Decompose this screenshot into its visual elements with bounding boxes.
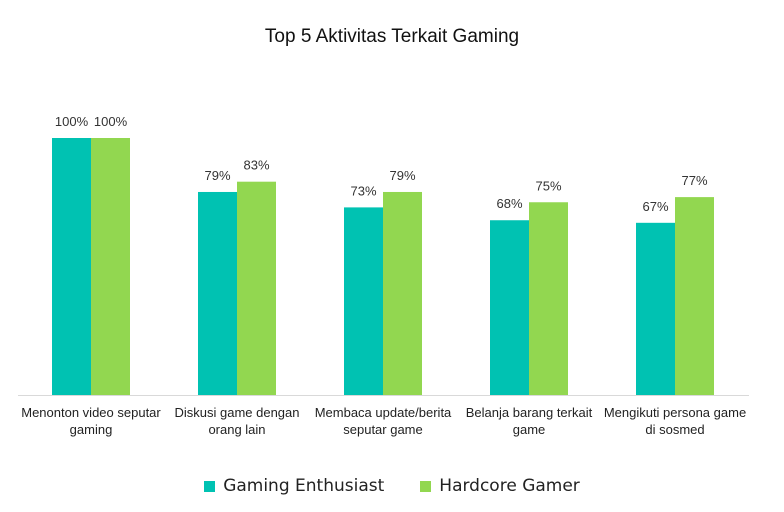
bar-gaming-enthusiast-3 (490, 220, 529, 395)
category-label-line: Mengikuti persona game (603, 405, 747, 420)
category-label-line: game (512, 422, 546, 437)
data-label: 100% (55, 114, 89, 129)
category-label: Menonton video seputar gaming (16, 404, 166, 438)
bar-gaming-enthusiast-2 (344, 207, 383, 395)
category-label-line: seputar game (343, 422, 423, 437)
bar-hardcore-gamer-1 (237, 181, 276, 395)
legend-item-hardcore-gamer: Hardcore Gamer (420, 476, 580, 496)
data-label: 68% (496, 196, 522, 211)
category-label-line: Membaca update/berita (314, 405, 452, 420)
legend-swatch (420, 480, 432, 492)
category-label-line: di sosmed (645, 422, 705, 437)
legend-label: Hardcore Gamer (439, 476, 580, 496)
category-label-line: orang lain (208, 422, 266, 437)
legend: Gaming Enthusiast Hardcore Gamer (0, 476, 784, 496)
data-label: 83% (243, 158, 269, 173)
category-label-line: Belanja barang terkait (465, 405, 593, 420)
category-label-line: Diskusi game dengan (174, 405, 300, 420)
bar-gaming-enthusiast-1 (198, 191, 237, 395)
data-label: 100% (94, 114, 128, 129)
data-label: 73% (350, 183, 376, 198)
category-label: Mengikuti persona game di sosmed (600, 404, 750, 438)
data-label: 79% (389, 168, 415, 183)
data-label: 67% (642, 199, 668, 214)
chart-title: Top 5 Aktivitas Terkait Gaming (264, 26, 520, 47)
bar-hardcore-gamer-3 (529, 202, 568, 395)
legend-label: Gaming Enthusiast (223, 476, 385, 496)
legend-swatch (204, 480, 216, 492)
category-label-line: gaming (69, 422, 113, 437)
category-label: Membaca update/berita seputar game (308, 404, 458, 438)
bar-hardcore-gamer-4 (675, 197, 714, 395)
legend-item-gaming-enthusiast: Gaming Enthusiast (204, 476, 384, 496)
category-label: Belanja barang terkait game (454, 404, 604, 438)
category-label: Diskusi game dengan orang lain (162, 404, 312, 438)
bar-gaming-enthusiast-4 (636, 222, 675, 395)
category-label-line: Menonton video seputar (21, 405, 161, 420)
bar-gaming-enthusiast-0 (52, 138, 91, 395)
data-label: 79% (204, 168, 230, 183)
data-label: 75% (535, 178, 561, 193)
bar-hardcore-gamer-0 (91, 138, 130, 395)
bar-hardcore-gamer-2 (383, 191, 422, 395)
data-label: 77% (681, 173, 707, 188)
